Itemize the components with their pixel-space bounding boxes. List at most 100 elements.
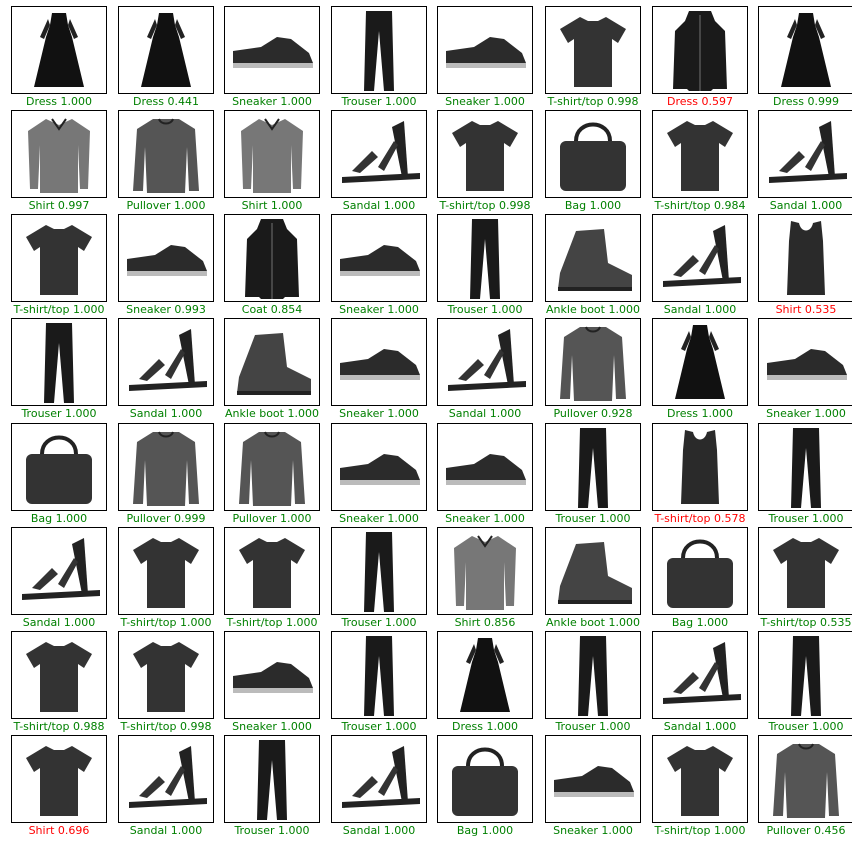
- trouser-icon: [545, 631, 641, 719]
- prediction-label: Sandal 1.000: [342, 199, 416, 212]
- prediction-label: T-shirt/top 1.000: [654, 824, 746, 837]
- prediction-label: Trouser 1.000: [555, 512, 631, 525]
- grid-cell: Sneaker 1.000: [545, 735, 641, 839]
- grid-cell: Bag 1.000: [437, 735, 533, 839]
- pullover-icon: [758, 735, 852, 823]
- prediction-label: T-shirt/top 0.998: [439, 199, 531, 212]
- sneaker-icon: [118, 214, 214, 302]
- sandal-icon: [11, 527, 107, 615]
- prediction-label: Bag 1.000: [30, 512, 88, 525]
- prediction-label: Shirt 0.535: [775, 303, 837, 316]
- grid-cell: Shirt 0.535: [758, 214, 852, 318]
- prediction-label: Sandal 1.000: [129, 407, 203, 420]
- grid-cell: Ankle boot 1.000: [545, 527, 641, 631]
- prediction-label: Dress 0.597: [667, 95, 733, 108]
- prediction-label: Pullover 0.999: [126, 512, 206, 525]
- tshirt-icon: [11, 631, 107, 719]
- dress-icon: [758, 6, 852, 94]
- prediction-label: Trouser 1.000: [447, 303, 523, 316]
- tshirt-icon: [545, 6, 641, 94]
- grid-cell: Shirt 0.997: [11, 110, 107, 214]
- sneaker-icon: [331, 423, 427, 511]
- prediction-label: T-shirt/top 0.998: [547, 95, 639, 108]
- grid-cell: Sneaker 1.000: [224, 6, 320, 110]
- bag-icon: [652, 527, 748, 615]
- prediction-label: Ankle boot 1.000: [225, 407, 319, 420]
- grid-cell: Trouser 1.000: [437, 214, 533, 318]
- prediction-label: T-shirt/top 0.984: [654, 199, 746, 212]
- ankle-boot-icon: [224, 318, 320, 406]
- grid-cell: Bag 1.000: [11, 423, 107, 527]
- prediction-label: Pullover 1.000: [126, 199, 206, 212]
- grid-cell: Dress 0.441: [118, 6, 214, 110]
- sneaker-icon: [437, 6, 533, 94]
- grid-cell: T-shirt/top 1.000: [11, 214, 107, 318]
- trouser-icon: [331, 527, 427, 615]
- prediction-label: Sandal 1.000: [663, 720, 737, 733]
- prediction-label: Dress 0.441: [133, 95, 199, 108]
- prediction-label: Pullover 1.000: [232, 512, 312, 525]
- grid-cell: Trouser 1.000: [545, 423, 641, 527]
- prediction-label: Bag 1.000: [456, 824, 514, 837]
- pullover-icon: [118, 423, 214, 511]
- tshirt-icon: [118, 631, 214, 719]
- prediction-label: T-shirt/top 1.000: [13, 303, 105, 316]
- sneaker-icon: [224, 631, 320, 719]
- shirt-icon: [224, 110, 320, 198]
- prediction-label: Bag 1.000: [671, 616, 729, 629]
- grid-cell: Trouser 1.000: [331, 6, 427, 110]
- dress-icon: [437, 631, 533, 719]
- grid-cell: Sandal 1.000: [118, 735, 214, 839]
- grid-cell: Pullover 1.000: [118, 110, 214, 214]
- prediction-label: Sandal 1.000: [448, 407, 522, 420]
- grid-cell: Ankle boot 1.000: [545, 214, 641, 318]
- coat-icon: [224, 214, 320, 302]
- trouser-icon: [331, 631, 427, 719]
- prediction-label: Ankle boot 1.000: [546, 303, 640, 316]
- prediction-label: Sneaker 1.000: [553, 824, 633, 837]
- grid-cell: Trouser 1.000: [331, 631, 427, 735]
- prediction-label: Sneaker 0.993: [126, 303, 206, 316]
- ankle-boot-icon: [545, 214, 641, 302]
- grid-cell: Pullover 0.456: [758, 735, 852, 839]
- prediction-label: Ankle boot 1.000: [546, 616, 640, 629]
- coat-icon: [652, 6, 748, 94]
- sneaker-icon: [437, 423, 533, 511]
- tshirt-icon: [11, 214, 107, 302]
- prediction-label: Sandal 1.000: [769, 199, 843, 212]
- prediction-label: Trouser 1.000: [21, 407, 97, 420]
- grid-cell: Trouser 1.000: [11, 318, 107, 422]
- prediction-label: Shirt 0.856: [454, 616, 516, 629]
- grid-cell: Dress 0.597: [652, 6, 748, 110]
- grid-cell: Sandal 1.000: [437, 318, 533, 422]
- grid-cell: T-shirt/top 0.988: [11, 631, 107, 735]
- prediction-label: Dress 1.000: [452, 720, 518, 733]
- sandal-icon: [437, 318, 533, 406]
- grid-cell: Sandal 1.000: [118, 318, 214, 422]
- trouser-icon: [758, 631, 852, 719]
- grid-cell: T-shirt/top 0.535: [758, 527, 852, 631]
- grid-cell: Sneaker 1.000: [331, 318, 427, 422]
- grid-cell: Trouser 1.000: [331, 527, 427, 631]
- prediction-label: T-shirt/top 0.535: [760, 616, 852, 629]
- pullover-icon: [545, 318, 641, 406]
- tshirt-icon: [652, 110, 748, 198]
- grid-cell: Sneaker 0.993: [118, 214, 214, 318]
- grid-cell: Coat 0.854: [224, 214, 320, 318]
- prediction-label: Trouser 1.000: [234, 824, 310, 837]
- tshirt-icon: [652, 735, 748, 823]
- grid-cell: Sneaker 1.000: [331, 423, 427, 527]
- grid-cell: Sneaker 1.000: [331, 214, 427, 318]
- tank-top-icon: [652, 423, 748, 511]
- grid-cell: T-shirt/top 1.000: [652, 735, 748, 839]
- sandal-icon: [758, 110, 852, 198]
- grid-cell: Sandal 1.000: [331, 735, 427, 839]
- grid-cell: Sneaker 1.000: [224, 631, 320, 735]
- bag-icon: [545, 110, 641, 198]
- prediction-label: Sandal 1.000: [129, 824, 203, 837]
- tshirt-icon: [437, 110, 533, 198]
- grid-cell: Pullover 1.000: [224, 423, 320, 527]
- sandal-icon: [331, 735, 427, 823]
- prediction-label: Shirt 0.696: [28, 824, 90, 837]
